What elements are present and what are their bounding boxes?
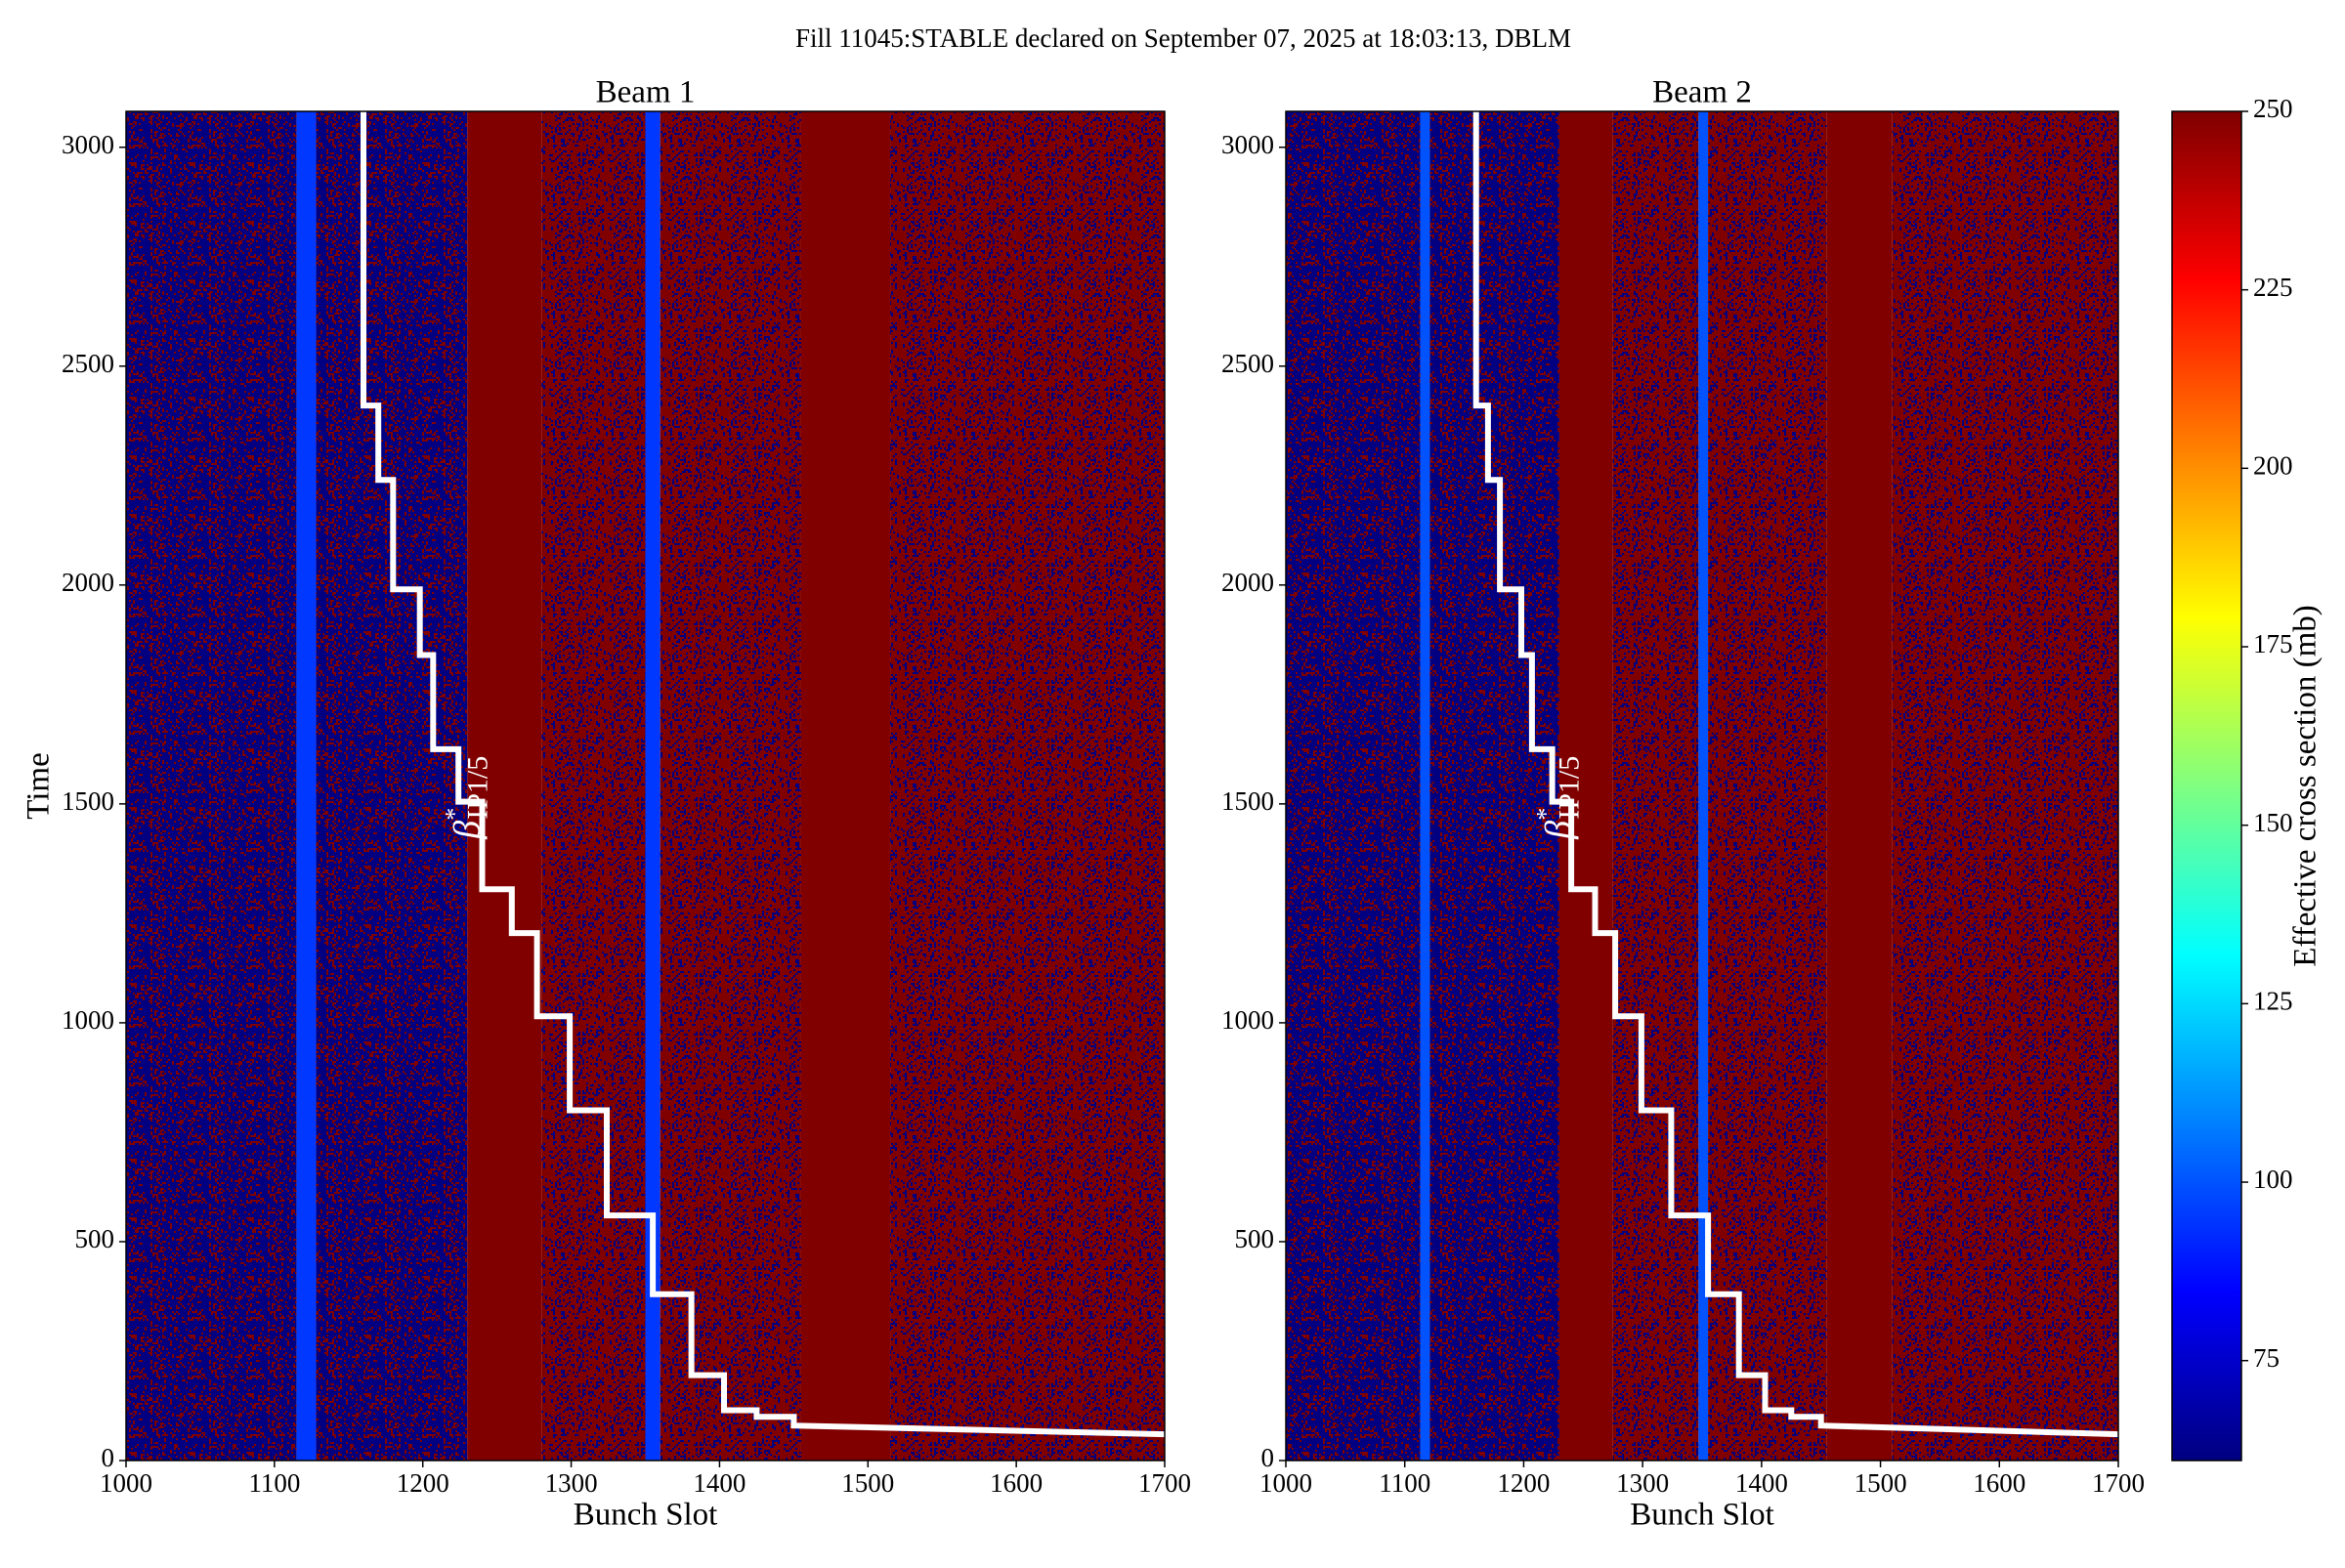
annotation-sup: * bbox=[1531, 808, 1559, 821]
texture bbox=[1612, 111, 1699, 1461]
x-tick-label: 1700 bbox=[2092, 1468, 2145, 1498]
y-tick-label: 500 bbox=[75, 1224, 115, 1253]
x-tick-label: 1700 bbox=[1138, 1468, 1191, 1498]
colorbar-tick-label: 150 bbox=[2253, 808, 2293, 837]
colorbar-tick-label: 100 bbox=[2253, 1165, 2293, 1194]
colorbar-tick-label: 225 bbox=[2253, 273, 2293, 302]
panel-title: Beam 1 bbox=[596, 75, 696, 110]
colorbar-label: Effective cross section (mb) bbox=[2288, 605, 2324, 967]
x-tick-label: 1300 bbox=[1616, 1468, 1669, 1498]
heatmap-band bbox=[296, 111, 317, 1461]
x-tick-label: 1100 bbox=[248, 1468, 300, 1498]
annotation-symbol: β bbox=[447, 821, 488, 840]
x-tick-label: 1500 bbox=[1855, 1468, 1907, 1498]
texture bbox=[541, 111, 646, 1461]
colorbar-tick-label: 175 bbox=[2253, 629, 2293, 658]
y-tick-label: 2000 bbox=[62, 568, 114, 597]
x-tick-label: 1400 bbox=[693, 1468, 746, 1498]
texture bbox=[126, 111, 297, 1461]
heatmap-band bbox=[645, 111, 661, 1461]
x-tick-label: 1000 bbox=[1259, 1468, 1312, 1498]
annotation-symbol: β bbox=[1538, 821, 1579, 840]
heatmap-band bbox=[467, 111, 542, 1461]
x-axis-label: Bunch Slot bbox=[1630, 1498, 1774, 1533]
colorbar bbox=[2171, 110, 2242, 1462]
x-tick-label: 1100 bbox=[1379, 1468, 1430, 1498]
x-tick-label: 1600 bbox=[990, 1468, 1043, 1498]
x-tick-label: 1600 bbox=[1973, 1468, 2025, 1498]
colorbar-tick-label: 125 bbox=[2253, 987, 2293, 1016]
panel-title: Beam 2 bbox=[1652, 75, 1752, 110]
texture bbox=[1892, 111, 2118, 1461]
axes-frame bbox=[125, 110, 1166, 1462]
y-tick-label: 0 bbox=[1261, 1443, 1275, 1472]
colorbar-tick-label: 200 bbox=[2253, 451, 2293, 481]
x-tick-label: 1300 bbox=[545, 1468, 598, 1498]
x-axis-label: Bunch Slot bbox=[574, 1498, 718, 1533]
x-tick-label: 1000 bbox=[100, 1468, 152, 1498]
step-line bbox=[1472, 111, 2119, 1438]
annotation: β*IP1/5 bbox=[1531, 756, 1585, 840]
colorbar-tick-label: 75 bbox=[2253, 1343, 2280, 1373]
annotation-sub: IP1/5 bbox=[1553, 756, 1585, 820]
texture bbox=[890, 111, 1165, 1461]
heatmap-band bbox=[1420, 111, 1430, 1461]
y-tick-label: 500 bbox=[1235, 1224, 1275, 1253]
heatmap-band bbox=[1698, 111, 1709, 1461]
colorbar-tick-label: 250 bbox=[2253, 94, 2293, 123]
texture bbox=[316, 111, 468, 1461]
y-tick-label: 2500 bbox=[62, 349, 114, 378]
x-tick-label: 1400 bbox=[1735, 1468, 1788, 1498]
texture bbox=[1708, 111, 1827, 1461]
heatmap-band bbox=[800, 111, 891, 1461]
heatmap-band bbox=[1558, 111, 1613, 1461]
step-line bbox=[361, 111, 1166, 1438]
texture bbox=[1286, 111, 1421, 1461]
figure-title: Fill 11045:STABLE declared on September … bbox=[795, 23, 1571, 53]
y-tick-label: 2500 bbox=[1221, 349, 1274, 378]
y-tick-label: 1000 bbox=[1221, 1005, 1274, 1035]
y-tick-label: 1500 bbox=[1221, 786, 1274, 816]
annotation: β*IP1/5 bbox=[440, 756, 493, 840]
x-tick-label: 1200 bbox=[1497, 1468, 1550, 1498]
x-tick-label: 1200 bbox=[397, 1468, 449, 1498]
texture bbox=[660, 111, 801, 1461]
annotation-sup: * bbox=[440, 808, 468, 821]
heatmap-band bbox=[1826, 111, 1893, 1461]
y-tick-label: 3000 bbox=[62, 130, 114, 159]
y-tick-label: 1000 bbox=[62, 1005, 114, 1035]
y-tick-label: 1500 bbox=[62, 786, 114, 816]
y-tick-label: 3000 bbox=[1221, 130, 1274, 159]
y-axis-label: Time bbox=[21, 752, 57, 819]
y-tick-label: 0 bbox=[102, 1443, 115, 1472]
annotation-sub: IP1/5 bbox=[461, 756, 493, 820]
y-tick-label: 2000 bbox=[1221, 568, 1274, 597]
x-tick-label: 1500 bbox=[841, 1468, 894, 1498]
axes-frame bbox=[1285, 110, 2119, 1462]
texture bbox=[1429, 111, 1559, 1461]
